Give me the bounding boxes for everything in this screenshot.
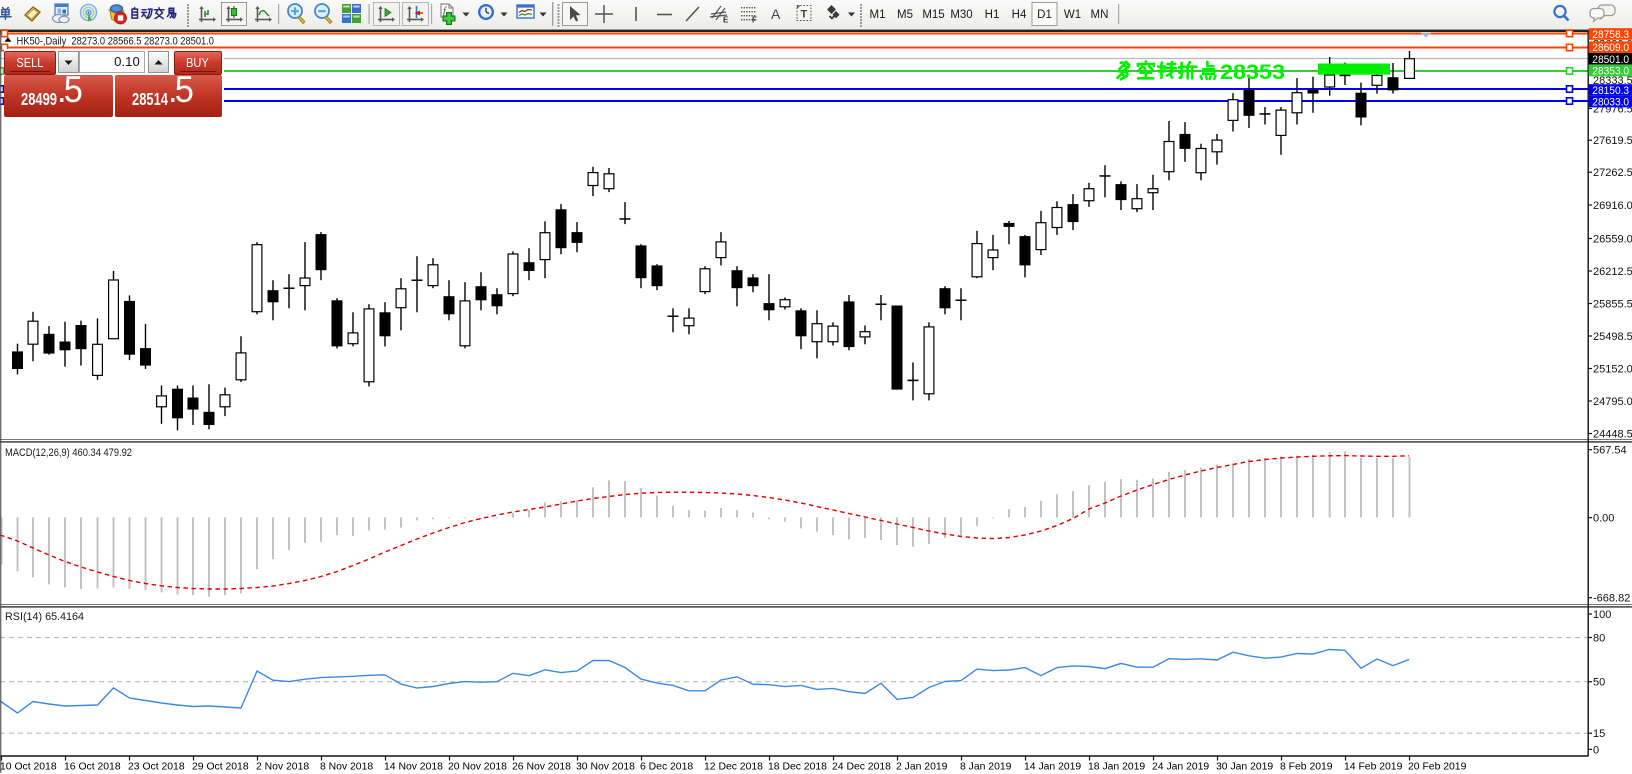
- svg-text:80: 80: [1593, 633, 1605, 645]
- svg-text:28353.0: 28353.0: [1592, 66, 1629, 78]
- svg-text:28609.0: 28609.0: [1592, 42, 1629, 54]
- svg-text:H4: H4: [1012, 9, 1027, 21]
- svg-text:28501.0: 28501.0: [1592, 54, 1629, 66]
- svg-text:24795.0: 24795.0: [1593, 396, 1632, 408]
- svg-text:23 Oct 2018: 23 Oct 2018: [128, 762, 185, 773]
- svg-text:F: F: [752, 16, 757, 25]
- svg-text:25152.0: 25152.0: [1593, 364, 1632, 376]
- svg-text:12 Dec 2018: 12 Dec 2018: [704, 762, 763, 773]
- svg-text:E: E: [723, 16, 729, 25]
- svg-text:MACD(12,26,9) 460.34 479.92: MACD(12,26,9) 460.34 479.92: [5, 447, 132, 459]
- svg-text:27262.5: 27262.5: [1593, 167, 1632, 179]
- svg-text:0.00: 0.00: [1593, 513, 1614, 525]
- svg-text:18 Jan 2019: 18 Jan 2019: [1088, 762, 1145, 773]
- svg-text:30 Jan 2019: 30 Jan 2019: [1216, 762, 1273, 773]
- svg-text:M5: M5: [897, 9, 913, 21]
- svg-text:28333.5: 28333.5: [1593, 75, 1632, 87]
- svg-text:25498.5: 25498.5: [1593, 331, 1632, 343]
- svg-text:30 Nov 2018: 30 Nov 2018: [576, 762, 635, 773]
- svg-text:8 Jan 2019: 8 Jan 2019: [960, 762, 1012, 773]
- svg-text:6 Dec 2018: 6 Dec 2018: [640, 762, 693, 773]
- svg-text:-668.82: -668.82: [1593, 593, 1630, 605]
- svg-text:28353: 28353: [1220, 60, 1285, 84]
- svg-text:M15: M15: [922, 9, 944, 21]
- svg-text:20 Nov 2018: 20 Nov 2018: [448, 762, 507, 773]
- svg-text:2 Nov 2018: 2 Nov 2018: [256, 762, 309, 773]
- svg-text:0: 0: [1593, 744, 1599, 756]
- svg-text:26 Nov 2018: 26 Nov 2018: [512, 762, 571, 773]
- svg-text:2 Jan 2019: 2 Jan 2019: [896, 762, 948, 773]
- svg-text:14 Feb 2019: 14 Feb 2019: [1344, 762, 1403, 773]
- svg-text:T: T: [801, 9, 808, 21]
- svg-text:MN: MN: [1091, 9, 1109, 21]
- svg-text:HK50-,Daily 28273.0 28566.5 2: HK50-,Daily 28273.0 28566.5 28273.0 2850…: [17, 35, 215, 47]
- svg-text:W1: W1: [1064, 9, 1081, 21]
- svg-text:26559.0: 26559.0: [1593, 234, 1632, 246]
- svg-text:26212.5: 26212.5: [1593, 266, 1632, 278]
- svg-text:M30: M30: [950, 9, 972, 21]
- svg-text:A: A: [771, 6, 781, 22]
- svg-text:15: 15: [1593, 728, 1605, 740]
- svg-text:567.54: 567.54: [1593, 445, 1627, 457]
- svg-text:100: 100: [1593, 609, 1611, 621]
- svg-text:29 Oct 2018: 29 Oct 2018: [192, 762, 249, 773]
- svg-text:D1: D1: [1037, 9, 1052, 21]
- svg-text:M1: M1: [870, 9, 886, 21]
- svg-text:24 Dec 2018: 24 Dec 2018: [832, 762, 891, 773]
- svg-text:28033.0: 28033.0: [1592, 97, 1629, 109]
- svg-text:8 Feb 2019: 8 Feb 2019: [1280, 762, 1333, 773]
- svg-text:20 Feb 2019: 20 Feb 2019: [1408, 762, 1467, 773]
- svg-text:8 Nov 2018: 8 Nov 2018: [320, 762, 373, 773]
- svg-text:18 Dec 2018: 18 Dec 2018: [768, 762, 827, 773]
- svg-text:10 Oct 2018: 10 Oct 2018: [0, 762, 57, 773]
- svg-text:14 Jan 2019: 14 Jan 2019: [1024, 762, 1081, 773]
- svg-text:24448.5: 24448.5: [1593, 429, 1632, 441]
- svg-text:14 Nov 2018: 14 Nov 2018: [384, 762, 443, 773]
- svg-text:25855.5: 25855.5: [1593, 299, 1632, 311]
- svg-text:f: f: [443, 6, 447, 17]
- svg-text:28758.3: 28758.3: [1592, 29, 1629, 41]
- svg-text:50: 50: [1593, 677, 1605, 689]
- svg-text:16 Oct 2018: 16 Oct 2018: [64, 762, 121, 773]
- svg-text:27619.5: 27619.5: [1593, 135, 1632, 147]
- svg-text:26916.0: 26916.0: [1593, 200, 1632, 212]
- svg-text:H1: H1: [985, 9, 1000, 21]
- svg-text:24 Jan 2019: 24 Jan 2019: [1152, 762, 1209, 773]
- svg-text:28150.3: 28150.3: [1592, 85, 1629, 97]
- svg-text:RSI(14) 65.4164: RSI(14) 65.4164: [5, 611, 84, 623]
